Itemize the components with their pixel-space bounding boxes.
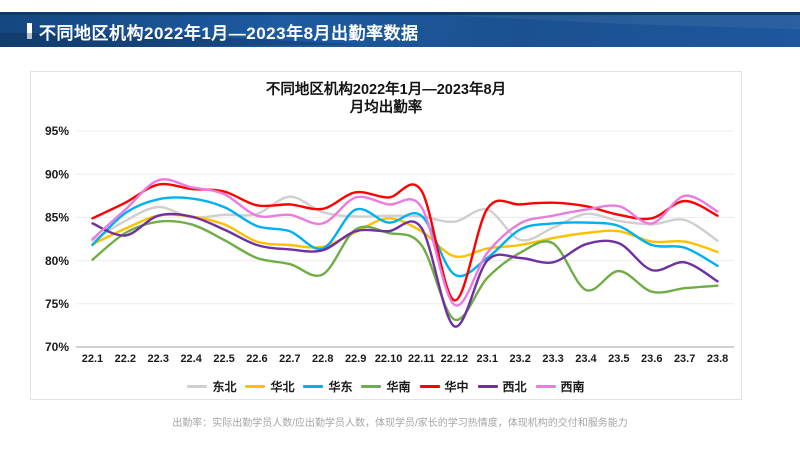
svg-text:23.1: 23.1: [477, 353, 498, 365]
svg-text:22.12: 22.12: [441, 353, 469, 365]
svg-text:70%: 70%: [45, 340, 69, 354]
series-line-华南: [91, 219, 719, 321]
legend-label: 西南: [560, 380, 585, 394]
legend-item: 东北: [187, 378, 236, 395]
svg-text:22.6: 22.6: [246, 353, 267, 365]
svg-text:80%: 80%: [45, 254, 69, 268]
legend-label: 东北: [212, 380, 237, 394]
svg-text:23.5: 23.5: [608, 353, 629, 365]
legend-item: 华东: [303, 378, 352, 395]
svg-text:22.10: 22.10: [375, 353, 403, 365]
svg-text:95%: 95%: [45, 124, 69, 138]
page-title: 不同地区机构2022年1月—2023年8月出勤率数据: [39, 23, 419, 43]
legend-label: 华南: [386, 380, 411, 394]
header-banner: 不同地区机构2022年1月—2023年8月出勤率数据: [0, 12, 800, 47]
series-line-华中: [91, 182, 719, 302]
legend-item: 西南: [535, 378, 585, 395]
svg-text:22.7: 22.7: [279, 353, 300, 365]
line-chart: 70% 75% 80% 85% 90% 95% 22.1 22.2 22.3 22.4 22.5 22…: [45, 124, 734, 365]
svg-text:23.2: 23.2: [509, 353, 530, 365]
legend-line-sample-icon: [535, 385, 556, 388]
svg-text:23.6: 23.6: [641, 353, 662, 365]
title-marker-icon: [27, 23, 32, 39]
legend-line-sample-icon: [419, 385, 440, 388]
legend-item: 西北: [477, 378, 527, 395]
series-line-西南: [91, 178, 719, 307]
legend-line-sample-icon: [361, 385, 382, 388]
legend-item: 华北: [245, 378, 294, 395]
svg-text:22.8: 22.8: [312, 353, 333, 365]
legend-label: 华北: [270, 380, 295, 394]
svg-text:22.3: 22.3: [148, 353, 169, 365]
legend-line-sample-icon: [245, 385, 266, 388]
svg-text:22.9: 22.9: [345, 353, 366, 365]
svg-text:90%: 90%: [45, 167, 69, 181]
chart-title-line2: 月均出勤率: [349, 100, 423, 116]
legend-label: 华中: [444, 380, 469, 394]
chart-title: 不同地区机构2022年1月—2023年8月 月均出勤率: [31, 81, 741, 117]
chart-legend: 东北 华北 华东 华南 华中 西北 西南: [31, 378, 741, 395]
svg-text:22.1: 22.1: [82, 353, 103, 365]
svg-text:75%: 75%: [45, 297, 69, 311]
svg-text:23.8: 23.8: [707, 353, 728, 365]
legend-line-sample-icon: [303, 385, 324, 388]
series-line-西北: [91, 212, 719, 328]
svg-text:23.4: 23.4: [575, 353, 597, 365]
legend-item: 华南: [361, 378, 411, 395]
legend-item: 华中: [419, 378, 469, 395]
legend-line-sample-icon: [477, 385, 498, 388]
svg-text:22.5: 22.5: [213, 353, 234, 365]
svg-text:23.3: 23.3: [542, 353, 563, 365]
legend-label: 华东: [328, 380, 353, 394]
svg-text:23.7: 23.7: [674, 353, 695, 365]
svg-text:22.4: 22.4: [180, 353, 202, 365]
svg-text:85%: 85%: [45, 211, 69, 225]
chart-title-line1: 不同地区机构2022年1月—2023年8月: [265, 82, 507, 98]
legend-line-sample-icon: [187, 385, 208, 388]
chart-card: 不同地区机构2022年1月—2023年8月 月均出勤率 70% 75% 80% 85%…: [30, 71, 742, 400]
footnote: 出勤率：实际出勤学员人数/应出勤学员人数，体现学员/家长的学习热情度，体现机构的…: [172, 418, 628, 429]
svg-text:22.11: 22.11: [408, 353, 435, 365]
legend-label: 西北: [502, 380, 527, 394]
svg-text:22.2: 22.2: [115, 353, 136, 365]
series-line-华东: [91, 196, 719, 278]
